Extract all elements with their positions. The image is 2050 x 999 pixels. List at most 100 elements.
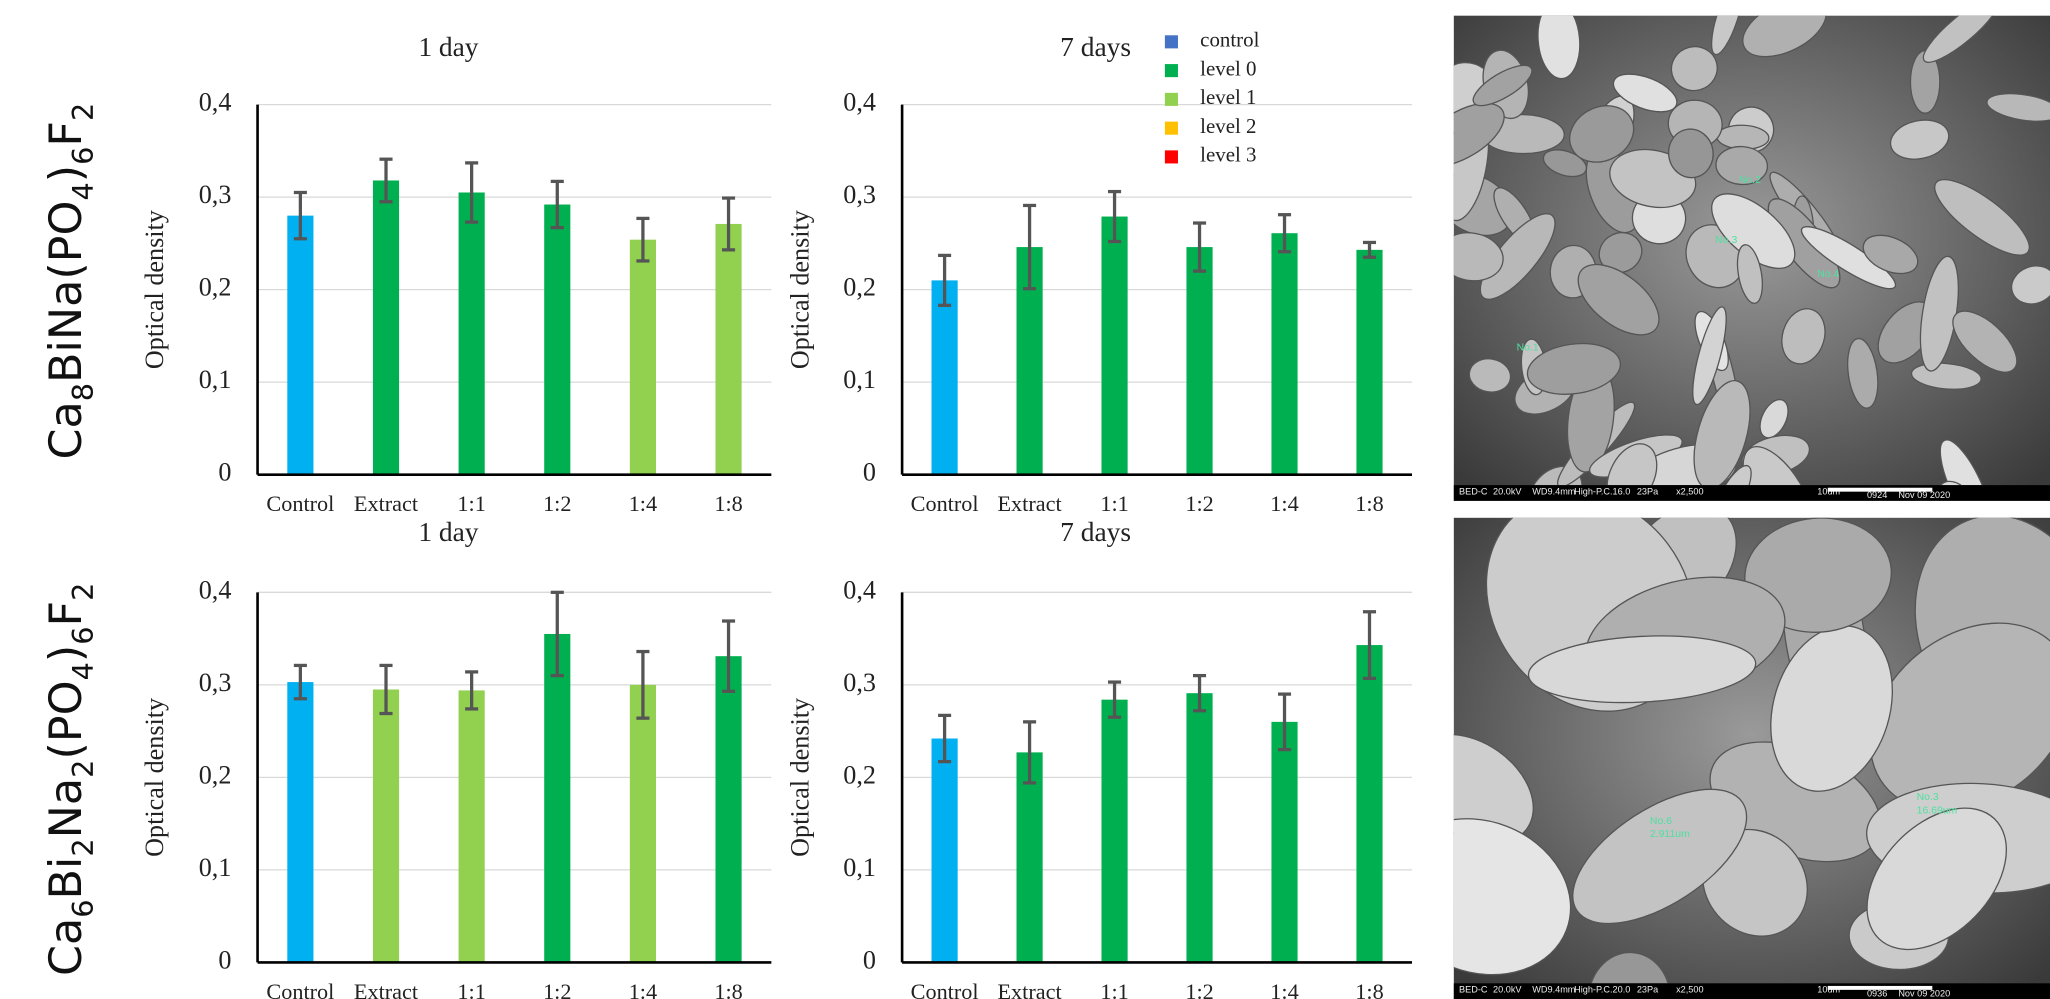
formula-part: Na: [41, 778, 92, 838]
micrograph: BED-C20.0kVWD9.4mmHigh-P.C.20.023Pax2,50…: [1366, 452, 2050, 999]
micrograph-info: BED-C: [1459, 984, 1488, 994]
formula-part: F: [41, 121, 92, 147]
micrograph-info: High-P.C.16.0: [1574, 486, 1630, 496]
subscript: 6: [66, 899, 100, 917]
x-tick-label: 1:1: [1100, 979, 1128, 999]
formula-part: BiNa(PO: [41, 201, 92, 383]
y-axis-label: Optical density: [140, 210, 169, 369]
bar: [544, 634, 570, 962]
micrograph-info: 23Pa: [1637, 486, 1659, 496]
bar: [1271, 722, 1297, 963]
subscript: 6: [66, 626, 100, 644]
x-tick-label: 1:8: [1355, 491, 1383, 516]
x-tick-label: Extract: [998, 491, 1063, 516]
bar: [1186, 693, 1212, 962]
x-tick-label: 1:4: [1270, 979, 1298, 999]
bar: [1271, 233, 1297, 474]
formula-part: (PO: [41, 680, 92, 759]
y-tick-label: 0,3: [843, 668, 876, 697]
scale-bar: [1828, 488, 1933, 492]
x-tick-label: Control: [911, 979, 979, 999]
bar: [1356, 250, 1382, 475]
legend-label: level 0: [1200, 56, 1256, 80]
annotation: No.3: [1715, 235, 1737, 246]
legend-swatch: [1165, 122, 1178, 135]
bar: [459, 192, 485, 474]
y-axis-label: Optical density: [140, 698, 169, 857]
y-tick-label: 0,2: [843, 760, 876, 789]
y-axis-label: Optical density: [786, 210, 815, 369]
x-tick-label: Control: [911, 491, 979, 516]
micrograph-info: 23Pa: [1637, 984, 1659, 994]
figure: BED-C20.0kVWD9.4mmHigh-P.C.16.023Pax2,50…: [0, 0, 2050, 999]
micrograph-info: x2,500: [1676, 486, 1703, 496]
micrograph-info: BED-C: [1459, 486, 1488, 496]
legend-swatch: [1165, 93, 1178, 106]
legend-swatch: [1165, 35, 1178, 48]
micrograph-info: 20.0kV: [1493, 486, 1522, 496]
bar: [630, 685, 656, 963]
x-tick-label: Extract: [354, 979, 419, 999]
subscript: 8: [66, 383, 100, 401]
x-tick-label: 1:4: [629, 979, 657, 999]
subscript: 4: [66, 182, 100, 200]
x-tick-label: 1:2: [543, 979, 571, 999]
y-tick-label: 0,1: [843, 365, 876, 394]
bar: [287, 682, 313, 962]
micrograph-info: 20.0kV: [1493, 984, 1522, 994]
formula-part: Bi: [41, 857, 92, 900]
bar: [1356, 645, 1382, 962]
y-axis-label: Optical density: [786, 698, 815, 857]
x-tick-label: Control: [266, 979, 334, 999]
x-tick-label: Extract: [354, 491, 419, 516]
legend-label: level 3: [1200, 143, 1256, 167]
y-tick-label: 0,2: [199, 273, 232, 302]
micrograph-info: High-P.C.20.0: [1574, 984, 1630, 994]
micrograph-info: WD9.4mm: [1532, 984, 1576, 994]
y-tick-label: 0,3: [843, 180, 876, 209]
subscript: 2: [66, 838, 100, 856]
row-label: Ca8BiNa(PO4)6F2: [41, 103, 100, 460]
y-tick-label: 0,2: [843, 273, 876, 302]
micrograph-info: 0924: [1867, 490, 1887, 500]
micrograph-info: x2,500: [1676, 984, 1703, 994]
x-tick-label: 1:2: [543, 491, 571, 516]
micrograph-info: Nov 09 2020: [1898, 988, 1950, 998]
formula-part: Ca: [41, 918, 92, 976]
x-tick-label: 1:4: [629, 491, 657, 516]
bar: [715, 656, 741, 962]
legend-label: level 2: [1200, 114, 1256, 138]
y-tick-label: 0,3: [199, 668, 232, 697]
bar: [932, 280, 958, 474]
bar: [630, 240, 656, 475]
formula-part: ): [41, 165, 92, 182]
y-tick-label: 0,4: [199, 88, 232, 117]
subscript: 2: [66, 103, 100, 121]
legend-label: control: [1200, 28, 1259, 52]
x-tick-label: 1:1: [1100, 491, 1128, 516]
legend-label: level 1: [1200, 85, 1256, 109]
bar: [715, 224, 741, 475]
x-tick-label: 1:1: [457, 979, 485, 999]
y-tick-label: 0: [218, 945, 231, 974]
y-tick-label: 0,4: [843, 575, 876, 604]
formula-part: F: [41, 601, 92, 627]
annotation: No.4: [1817, 269, 1839, 280]
micrograph-info: Nov 09 2020: [1898, 490, 1950, 500]
micrograph-info: 0936: [1867, 988, 1887, 998]
chart-title: 7 days: [1060, 32, 1131, 62]
y-tick-label: 0,1: [199, 365, 232, 394]
x-tick-label: Control: [266, 491, 334, 516]
y-tick-label: 0,1: [843, 853, 876, 882]
bar: [373, 180, 399, 474]
subscript: 2: [66, 760, 100, 778]
bar: [544, 205, 570, 475]
bar: [1186, 247, 1212, 475]
scale-bar: [1828, 986, 1933, 990]
x-tick-label: 1:8: [714, 491, 742, 516]
micrograph-info: WD9.4mm: [1532, 486, 1576, 496]
annotation: No.6: [1650, 816, 1672, 827]
y-tick-label: 0,3: [199, 180, 232, 209]
y-tick-label: 0,4: [843, 88, 876, 117]
formula-part: Ca: [41, 401, 92, 459]
